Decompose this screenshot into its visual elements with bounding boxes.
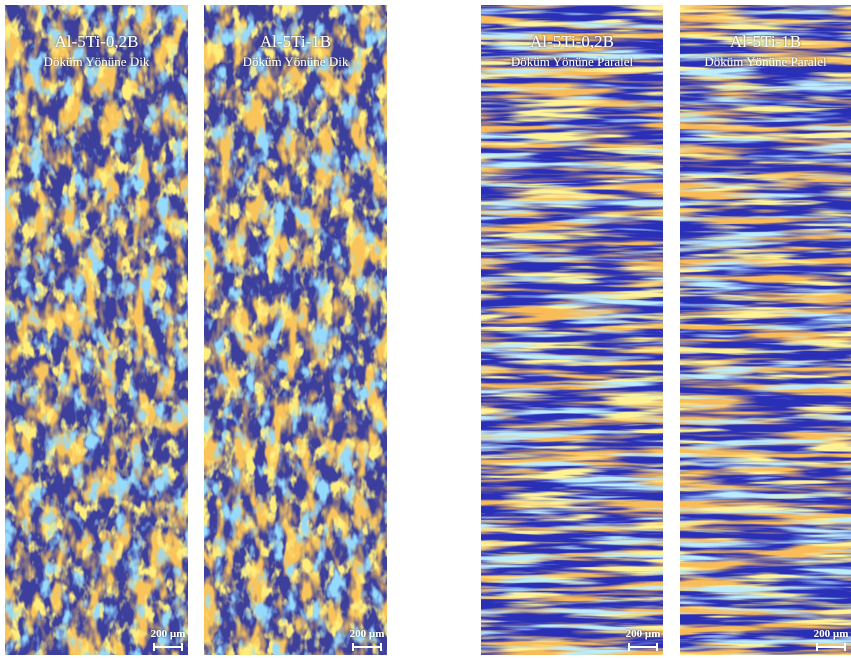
micrograph-texture (680, 5, 851, 655)
scale-label: 200 µm (350, 628, 385, 640)
micrograph-texture (5, 5, 188, 655)
panel-subtitle: Döküm Yönüne Paralel (704, 54, 827, 69)
panel-subtitle: Döküm Yönüne Paralel (511, 54, 634, 69)
scale-label: 200 µm (626, 628, 661, 640)
micrograph-panel: Al-5Ti-1B Döküm Yönüne Paralel 200 µm (680, 5, 851, 655)
panel-title: Al-5Ti-1B (730, 32, 801, 51)
micrograph-texture (481, 5, 663, 655)
micrograph-panel: Al-5Ti-0,2B Döküm Yönüne Paralel 200 µm (481, 5, 663, 655)
panel-subtitle: Döküm Yönüne Dik (243, 54, 349, 69)
panel-title: Al-5Ti-0,2B (530, 32, 614, 51)
panel-title: Al-5Ti-1B (260, 32, 331, 51)
micrograph-texture (204, 5, 387, 655)
scale-bar (153, 643, 183, 651)
scale-bar (352, 643, 382, 651)
scale-bar (628, 643, 658, 651)
scale-bar (816, 643, 846, 651)
scale-label: 200 µm (151, 628, 186, 640)
micrograph-panel: Al-5Ti-0,2B Döküm Yönüne Dik 200 µm (5, 5, 188, 655)
panel-subtitle: Döküm Yönüne Dik (44, 54, 150, 69)
scale-label: 200 µm (814, 628, 849, 640)
panel-title: Al-5Ti-0,2B (55, 32, 139, 51)
micrograph-panel: Al-5Ti-1B Döküm Yönüne Dik 200 µm (204, 5, 387, 655)
